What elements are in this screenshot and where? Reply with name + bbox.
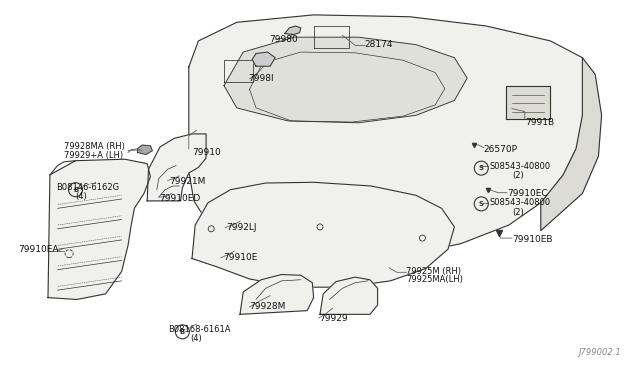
Text: (4): (4) [191, 334, 202, 343]
Polygon shape [285, 26, 301, 35]
Text: B: B [180, 329, 185, 335]
Text: 79910EA: 79910EA [18, 245, 58, 254]
Text: 7998l: 7998l [248, 74, 274, 83]
Polygon shape [224, 37, 467, 123]
Text: J799002.1: J799002.1 [578, 348, 621, 357]
Text: 79925M (RH): 79925M (RH) [406, 267, 461, 276]
Text: 79929+A (LH): 79929+A (LH) [64, 151, 123, 160]
Text: (4): (4) [75, 192, 86, 201]
Text: (2): (2) [512, 208, 524, 217]
Text: 79925MA(LH): 79925MA(LH) [406, 275, 463, 284]
Polygon shape [48, 159, 150, 299]
Text: 79910EB: 79910EB [512, 235, 552, 244]
Text: 79910ED: 79910ED [159, 194, 200, 203]
Polygon shape [252, 52, 275, 66]
Text: 79910E: 79910E [223, 253, 257, 262]
Text: 79910: 79910 [192, 148, 221, 157]
Text: S: S [479, 201, 484, 207]
Text: 79921M: 79921M [170, 177, 206, 186]
Text: 79928MA (RH): 79928MA (RH) [64, 142, 125, 151]
Polygon shape [240, 275, 314, 314]
Text: 79980: 79980 [269, 35, 298, 44]
Text: 79929: 79929 [319, 314, 348, 323]
Polygon shape [192, 182, 454, 287]
Text: 26570P: 26570P [484, 145, 518, 154]
Polygon shape [320, 277, 378, 314]
Text: S08543-40800: S08543-40800 [490, 198, 551, 207]
Text: B08146-6162G: B08146-6162G [56, 183, 120, 192]
Text: (2): (2) [512, 171, 524, 180]
Text: S08543-40800: S08543-40800 [490, 162, 551, 171]
Polygon shape [147, 134, 206, 201]
Text: S: S [479, 165, 484, 171]
Text: 79910EC: 79910EC [507, 189, 547, 198]
Text: B: B [73, 187, 78, 193]
Text: B08168-6161A: B08168-6161A [168, 325, 231, 334]
Polygon shape [189, 15, 592, 257]
Text: 7992LJ: 7992LJ [227, 223, 257, 232]
Text: 28174: 28174 [365, 40, 394, 49]
Polygon shape [541, 58, 602, 231]
Polygon shape [506, 86, 550, 119]
Text: 79928M: 79928M [250, 302, 286, 311]
Text: 7991B: 7991B [525, 118, 554, 126]
Polygon shape [138, 145, 152, 154]
